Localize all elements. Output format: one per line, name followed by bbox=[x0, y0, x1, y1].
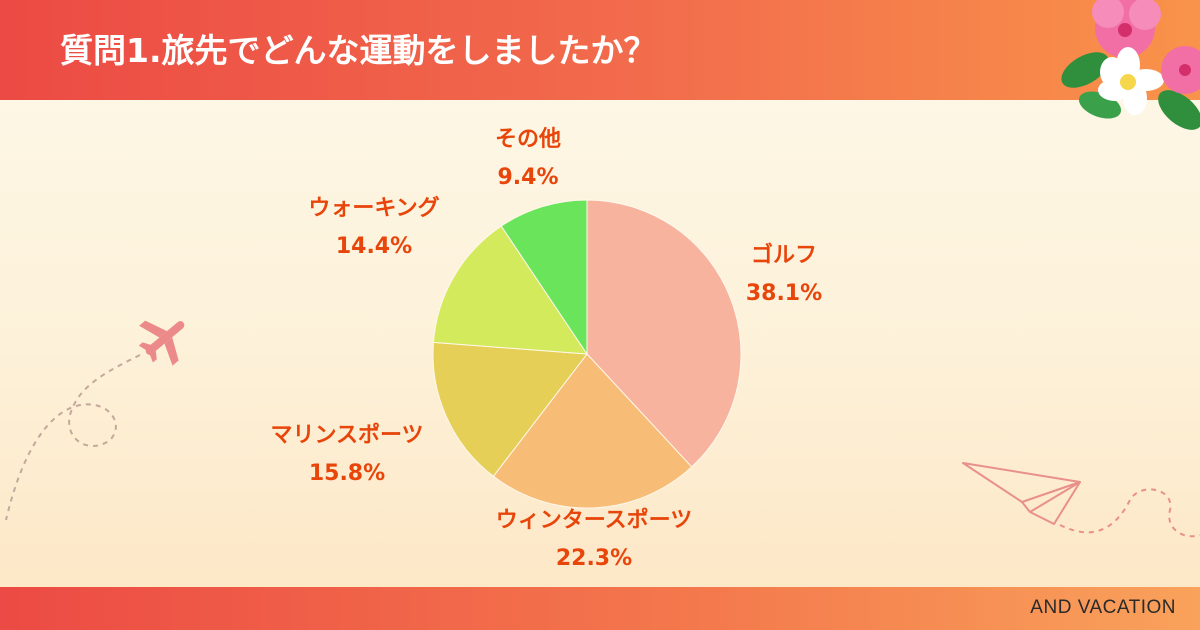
slice-value-label: 9.4% bbox=[497, 165, 558, 190]
airplane-icon bbox=[138, 320, 185, 366]
slice-label: ゴルフ bbox=[751, 242, 817, 268]
slice-value-label: 22.3% bbox=[556, 546, 632, 571]
slice-label: マリンスポーツ bbox=[270, 422, 423, 448]
pie-slice bbox=[500, 199, 588, 356]
slice-value-label: 15.8% bbox=[309, 461, 385, 486]
hibiscus-flower-icon bbox=[1061, 0, 1200, 130]
pie-slice bbox=[586, 199, 742, 468]
slice-label: ウィンタースポーツ bbox=[496, 507, 692, 533]
brand-name: AND VACATION bbox=[1030, 597, 1176, 618]
page-title: 質問1.旅先でどんな運動をしましたか？ bbox=[60, 31, 657, 70]
slice-label: ウォーキング bbox=[308, 195, 439, 221]
paper-plane-icon bbox=[962, 462, 1081, 525]
pie-slice bbox=[432, 225, 588, 355]
slice-value-label: 14.4% bbox=[336, 234, 412, 259]
footer-bar: AND VACATION bbox=[0, 587, 1200, 630]
header-bar: 質問1.旅先でどんな運動をしましたか？ bbox=[0, 0, 1200, 100]
pie-slice bbox=[492, 353, 693, 509]
slice-label: その他 bbox=[495, 127, 561, 152]
pie-slice bbox=[432, 341, 588, 477]
paper-plane-trail bbox=[1059, 488, 1200, 538]
slice-value-label: 38.1% bbox=[746, 281, 822, 306]
flight-path-dashed bbox=[5, 354, 141, 521]
